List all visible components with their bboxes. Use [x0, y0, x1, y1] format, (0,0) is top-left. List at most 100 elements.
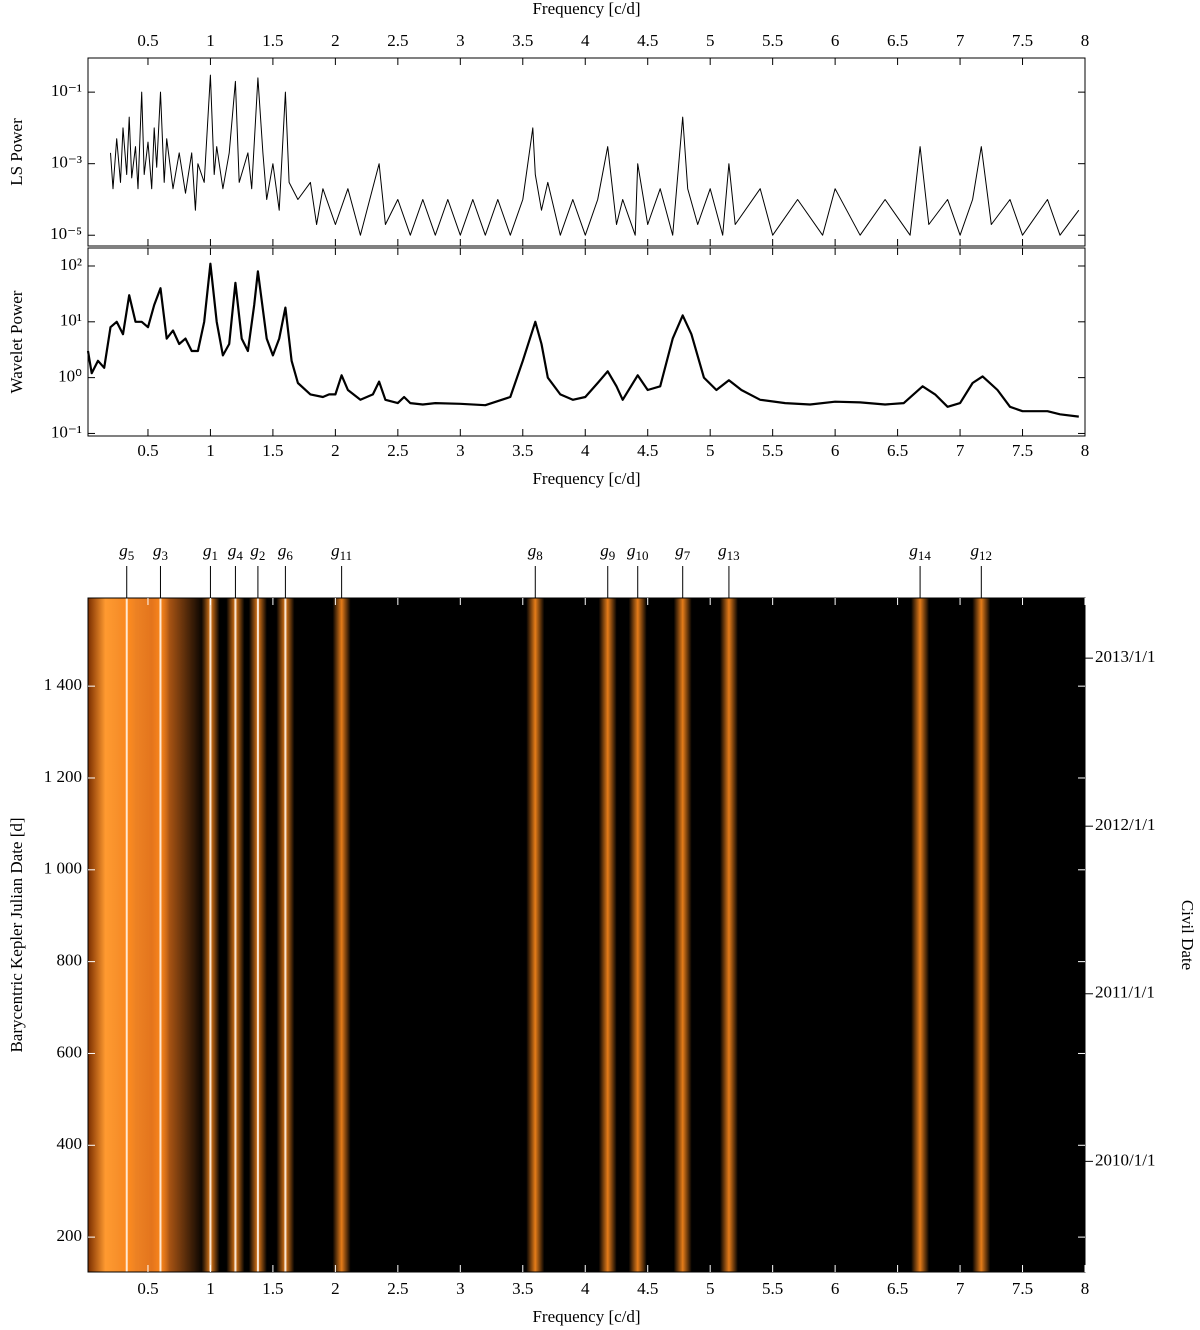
y-tick-label: 10⁰: [58, 367, 82, 386]
x-tick-label: 0.5: [137, 441, 158, 460]
annotation-subscript: 1: [211, 548, 218, 563]
annotation-label: g6: [278, 541, 294, 563]
y-tick-label: 10⁻³: [51, 153, 82, 172]
annotation-subscript: 13: [727, 548, 740, 563]
x-tick-label: 2.5: [387, 1279, 408, 1298]
x-tick-label: 4: [581, 31, 590, 50]
annotation-subscript: 6: [286, 548, 293, 563]
x-tick-label: 3.5: [512, 31, 533, 50]
x-tick-label: 4.5: [637, 441, 658, 460]
annotation-subscript: 8: [536, 548, 543, 563]
annotation-label: g4: [228, 541, 244, 563]
x-tick-label: 3: [456, 441, 465, 460]
heatmap-band: [332, 598, 351, 1272]
x-tick-label: 7: [956, 31, 965, 50]
annotation-letter: g: [971, 541, 980, 560]
annotation-subscript: 7: [684, 548, 691, 563]
y-tick-label: 1 000: [44, 859, 82, 878]
annotation-letter: g: [909, 541, 918, 560]
x-tick-label: 3.5: [512, 441, 533, 460]
x-tick-label: 5.5: [762, 31, 783, 50]
annotation-letter: g: [675, 541, 684, 560]
annotation-subscript: 4: [236, 548, 243, 563]
annotation-subscript: 14: [918, 548, 932, 563]
annotation-letter: g: [627, 541, 636, 560]
x-tick-label: 4: [581, 441, 590, 460]
annotation-subscript: 11: [340, 548, 353, 563]
y-tick-label: 10⁻⁵: [50, 224, 82, 243]
x-tick-label: 8: [1081, 1279, 1090, 1298]
x-tick-label: 6: [831, 31, 840, 50]
annotation-label: g14: [909, 541, 931, 563]
x-tick-label: 2.5: [387, 31, 408, 50]
x-tick-label: 6.5: [887, 31, 908, 50]
x-tick-label: 5.5: [762, 441, 783, 460]
annotation-label: g2: [250, 541, 265, 563]
x-tick-label: 7: [956, 441, 965, 460]
annotation-label: g12: [971, 541, 993, 563]
annotation-letter: g: [718, 541, 727, 560]
annotation-subscript: 12: [979, 548, 992, 563]
x-tick-label: 5: [706, 1279, 715, 1298]
annotation-letter: g: [153, 541, 162, 560]
x-tick-label: 8: [1081, 441, 1090, 460]
x-tick-label: 6.5: [887, 1279, 908, 1298]
x-tick-label: 4.5: [637, 31, 658, 50]
x-tick-label: 2: [331, 441, 340, 460]
y-tick-label: 1 400: [44, 675, 82, 694]
annotation-label: g1: [203, 541, 218, 563]
annotation-label: g11: [331, 541, 352, 563]
plot-frame: [87, 247, 1086, 437]
x-tick-label: 8: [1081, 31, 1090, 50]
x-tick-label: 6: [831, 1279, 840, 1298]
annotation-label: g10: [627, 541, 649, 563]
y-tick-label: 1 200: [44, 767, 82, 786]
x-tick-label: 1.5: [262, 441, 283, 460]
annotation-letter: g: [203, 541, 212, 560]
x-axis-title: Frequency [c/d]: [532, 469, 640, 488]
y-tick-label: 10⁻¹: [51, 81, 82, 100]
x-tick-label: 4.5: [637, 1279, 658, 1298]
x-tick-label: 7.5: [1012, 441, 1033, 460]
x-tick-label: 7.5: [1012, 1279, 1033, 1298]
x-tick-label: 3: [456, 31, 465, 50]
y2-tick-label: 2011/1/1: [1095, 983, 1155, 1002]
y-tick-label: 10¹: [60, 311, 82, 330]
y-tick-label: 800: [57, 951, 83, 970]
annotation-label: g5: [119, 541, 134, 563]
annotation-letter: g: [278, 541, 287, 560]
annotation-letter: g: [600, 541, 609, 560]
heatmap-low-frequency-region: [88, 598, 205, 1272]
annotation-letter: g: [250, 541, 259, 560]
line: [110, 74, 1080, 236]
heatmap-band: [526, 598, 545, 1272]
x-tick-label: 7.5: [1012, 31, 1033, 50]
annotation-subscript: 3: [161, 548, 168, 563]
annotation-letter: g: [528, 541, 537, 560]
x-tick-label: 5: [706, 31, 715, 50]
x-axis-title: Frequency [c/d]: [532, 0, 640, 18]
annotation-label: g3: [153, 541, 168, 563]
x-tick-label: 1: [206, 1279, 215, 1298]
y-axis-title: LS Power: [7, 118, 26, 186]
y2-tick-label: 2012/1/1: [1095, 815, 1155, 834]
annotation-subscript: 5: [128, 548, 135, 563]
y-axis-title: Barycentric Kepler Julian Date [d]: [7, 817, 26, 1052]
x-axis-title: Frequency [c/d]: [532, 1307, 640, 1326]
x-tick-label: 2: [331, 1279, 340, 1298]
y2-tick-label: 2013/1/1: [1095, 647, 1155, 666]
x-tick-label: 2.5: [387, 441, 408, 460]
annotation-letter: g: [228, 541, 237, 560]
annotation-label: g8: [528, 541, 543, 563]
heatmap-band: [719, 598, 738, 1272]
y-tick-label: 10⁻¹: [51, 422, 82, 441]
heatmap-band: [911, 598, 930, 1272]
y-tick-label: 400: [57, 1134, 83, 1153]
annotation-subscript: 2: [259, 548, 266, 563]
y-axis-title: Wavelet Power: [7, 290, 26, 393]
annotation-label: g13: [718, 541, 740, 563]
line: [86, 262, 1079, 418]
heatmap-band: [628, 598, 647, 1272]
x-tick-label: 2: [331, 31, 340, 50]
